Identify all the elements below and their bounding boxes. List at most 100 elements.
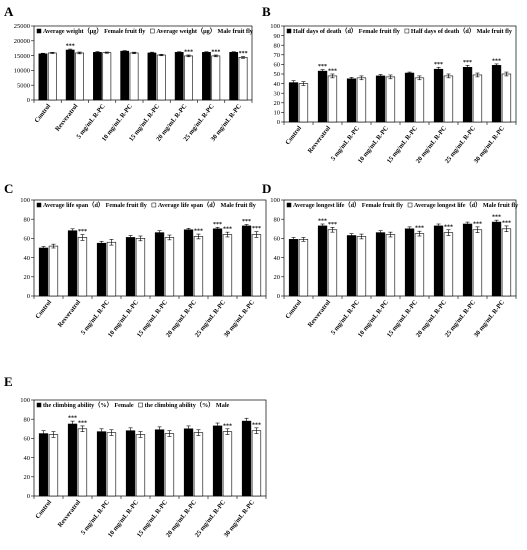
x-tick-label: Control bbox=[284, 299, 303, 320]
x-tick-label: 5 mg/mL R-PC bbox=[330, 299, 361, 337]
x-tick-label: Resveratrol bbox=[307, 299, 333, 329]
bar-male bbox=[135, 434, 146, 497]
bar-male bbox=[251, 430, 262, 497]
bar-female bbox=[154, 232, 165, 297]
bar-male bbox=[129, 52, 139, 101]
legend-swatch-female bbox=[36, 402, 42, 408]
bar-female bbox=[183, 428, 194, 497]
legend-swatch-female bbox=[286, 28, 292, 34]
bar-male bbox=[102, 52, 112, 101]
legend-label-female: the climbing ability（%） Female bbox=[43, 401, 134, 409]
significance-label: *** bbox=[502, 220, 511, 226]
x-tick-label: Resveratrol bbox=[57, 499, 83, 529]
bar-female bbox=[212, 425, 223, 497]
bar-male bbox=[135, 238, 146, 297]
chart-panel-a: A 0 5000 10000 15000 20000 25000 Control *** Resv… bbox=[4, 4, 254, 143]
bar-female bbox=[229, 52, 239, 101]
bar-male bbox=[164, 433, 175, 497]
bar-male bbox=[238, 57, 248, 101]
significance-label: *** bbox=[252, 226, 261, 232]
significance-label: *** bbox=[434, 62, 443, 68]
bar-female bbox=[491, 65, 502, 123]
significance-label: *** bbox=[78, 420, 87, 426]
x-tick-label: 10 mg/mL R-PC bbox=[357, 125, 390, 165]
x-tick-label: 5 mg/mL R-PC bbox=[330, 125, 361, 163]
x-tick-label: 30 mg/mL R-PC bbox=[223, 299, 256, 339]
significance-label: *** bbox=[223, 423, 232, 429]
x-tick-label: 5 mg/mL R-PC bbox=[80, 499, 111, 537]
x-tick-label: Control bbox=[33, 103, 52, 124]
y-tick-label: 0 bbox=[27, 493, 30, 500]
x-tick-label: 15 mg/mL R-PC bbox=[386, 125, 419, 165]
x-tick-label: 20 mg/mL R-PC bbox=[415, 125, 448, 165]
significance-label: *** bbox=[223, 227, 232, 233]
panel-letter: A bbox=[4, 4, 14, 19]
bar-male bbox=[327, 75, 338, 123]
bar-female bbox=[67, 230, 78, 297]
bar-male bbox=[501, 228, 512, 297]
legend: Average weight（μg） Female fruit fly Avera… bbox=[36, 27, 254, 35]
bar-female bbox=[462, 66, 473, 123]
panel-letter: C bbox=[4, 181, 13, 196]
bar-male bbox=[414, 233, 425, 297]
bar-female bbox=[125, 430, 136, 497]
bar-female bbox=[67, 423, 78, 497]
x-tick-label: 30 mg/mL R-PC bbox=[473, 299, 506, 339]
significance-label: *** bbox=[78, 229, 87, 235]
bar-female bbox=[65, 49, 75, 101]
y-tick-label: 40 bbox=[24, 455, 31, 462]
legend-label-male: Average life span（d） Male fruit fly bbox=[158, 201, 257, 209]
x-tick-label: 25 mg/mL R-PC bbox=[194, 499, 227, 539]
bar-male bbox=[211, 55, 221, 101]
bar-male bbox=[75, 52, 84, 101]
bar-male bbox=[222, 431, 233, 497]
legend: Half days of death（d） Female fruit fly Ha… bbox=[286, 27, 513, 35]
y-tick-label: 25000 bbox=[14, 23, 30, 30]
legend: Average life span（d） Female fruit fly Ave… bbox=[36, 201, 257, 209]
significance-label: *** bbox=[239, 51, 248, 57]
bar-male bbox=[193, 432, 204, 497]
legend-swatch-male bbox=[151, 202, 157, 208]
bar-female bbox=[346, 78, 357, 123]
bar-female bbox=[212, 228, 223, 297]
bar-female bbox=[462, 223, 473, 297]
significance-label: *** bbox=[492, 58, 501, 64]
bar-female bbox=[433, 68, 444, 123]
legend-swatch-male bbox=[150, 28, 155, 34]
panel-letter: E bbox=[4, 374, 13, 389]
bar-female bbox=[120, 50, 130, 101]
bar-female bbox=[38, 433, 49, 497]
y-tick-label: 60 bbox=[24, 436, 31, 443]
y-tick-label: 80 bbox=[274, 42, 281, 49]
bar-male bbox=[193, 236, 204, 297]
y-tick-label: 20 bbox=[274, 100, 281, 107]
significance-label: *** bbox=[328, 69, 337, 75]
x-tick-label: Control bbox=[34, 299, 53, 320]
x-tick-label: 15 mg/mL R-PC bbox=[386, 299, 419, 339]
legend-label-female: Average longest life（d） Female fruit fly bbox=[293, 201, 404, 209]
x-tick-label: Resveratrol bbox=[54, 103, 80, 133]
bar-male bbox=[164, 237, 175, 297]
bar-female bbox=[154, 429, 165, 497]
y-tick-label: 80 bbox=[274, 216, 281, 223]
bar-male bbox=[472, 74, 483, 123]
y-tick-label: 100 bbox=[20, 397, 30, 404]
significance-label: *** bbox=[66, 44, 75, 50]
x-tick-label: 25 mg/mL R-PC bbox=[444, 125, 477, 165]
bar-female bbox=[317, 225, 328, 297]
y-tick-label: 20 bbox=[274, 274, 281, 281]
bar-female bbox=[404, 72, 415, 123]
significance-label: *** bbox=[68, 416, 77, 422]
bar-male bbox=[443, 232, 454, 297]
bar-female bbox=[38, 53, 48, 101]
bar-female bbox=[147, 52, 157, 101]
y-tick-label: 40 bbox=[24, 255, 31, 262]
legend-swatch-male bbox=[138, 402, 143, 408]
bar-female bbox=[375, 232, 386, 297]
x-tick-label: 25 mg/mL R-PC bbox=[444, 299, 477, 339]
bar-male bbox=[298, 239, 309, 297]
legend-label-male: Half days of death（d） Male fruit fly bbox=[411, 27, 513, 35]
significance-label: *** bbox=[252, 422, 261, 428]
